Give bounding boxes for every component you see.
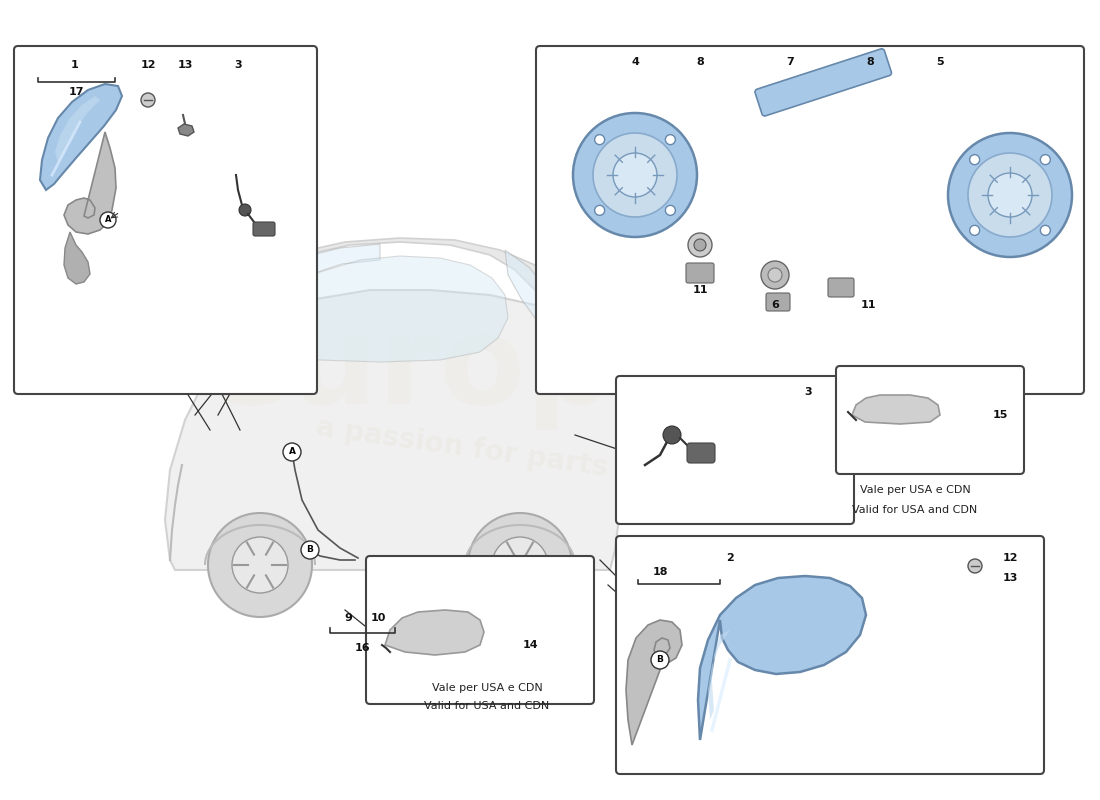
Text: 4: 4 <box>631 57 639 67</box>
Circle shape <box>283 443 301 461</box>
Text: 8: 8 <box>696 57 704 67</box>
Circle shape <box>988 173 1032 217</box>
FancyBboxPatch shape <box>828 278 854 297</box>
Polygon shape <box>385 610 484 655</box>
Circle shape <box>968 153 1052 237</box>
Text: Valid for USA and CDN: Valid for USA and CDN <box>852 505 978 515</box>
Text: A: A <box>288 447 296 457</box>
Circle shape <box>663 426 681 444</box>
Text: 7: 7 <box>786 57 794 67</box>
Polygon shape <box>55 96 100 162</box>
Circle shape <box>969 154 980 165</box>
Text: B: B <box>657 655 663 665</box>
Text: europarts: europarts <box>205 310 895 430</box>
FancyBboxPatch shape <box>755 49 891 116</box>
FancyBboxPatch shape <box>616 536 1044 774</box>
FancyBboxPatch shape <box>688 443 715 463</box>
Circle shape <box>208 513 312 617</box>
Text: 16: 16 <box>354 643 370 653</box>
Text: A: A <box>104 215 111 225</box>
Text: Valid for USA and CDN: Valid for USA and CDN <box>425 701 550 711</box>
Circle shape <box>141 93 155 107</box>
Circle shape <box>651 651 669 669</box>
Circle shape <box>1041 226 1050 235</box>
Circle shape <box>694 239 706 251</box>
Text: 15: 15 <box>992 410 1008 420</box>
Text: 6: 6 <box>771 300 779 310</box>
FancyBboxPatch shape <box>536 46 1084 394</box>
Text: 3: 3 <box>804 387 812 397</box>
Circle shape <box>100 212 116 228</box>
Text: 9: 9 <box>344 613 352 623</box>
Text: 5: 5 <box>936 57 944 67</box>
Circle shape <box>968 559 982 573</box>
Text: 17: 17 <box>68 87 84 97</box>
FancyBboxPatch shape <box>836 366 1024 474</box>
Text: 12: 12 <box>141 60 156 70</box>
Text: 11: 11 <box>692 285 707 295</box>
FancyBboxPatch shape <box>366 556 594 704</box>
Text: 18: 18 <box>652 567 668 577</box>
Polygon shape <box>505 250 560 342</box>
Circle shape <box>768 268 782 282</box>
Circle shape <box>969 226 980 235</box>
Text: 14: 14 <box>522 640 538 650</box>
Circle shape <box>468 513 572 617</box>
Polygon shape <box>852 395 940 424</box>
Text: 2: 2 <box>726 553 734 563</box>
Polygon shape <box>626 620 682 745</box>
FancyBboxPatch shape <box>616 376 854 524</box>
Polygon shape <box>64 132 116 234</box>
FancyBboxPatch shape <box>253 222 275 236</box>
Text: Vale per USA e CDN: Vale per USA e CDN <box>431 683 542 693</box>
Polygon shape <box>165 290 625 570</box>
Text: Vale per USA e CDN: Vale per USA e CDN <box>859 485 970 495</box>
Polygon shape <box>698 576 866 740</box>
Polygon shape <box>230 238 595 365</box>
Circle shape <box>1041 154 1050 165</box>
Text: a passion for parts since 1985: a passion for parts since 1985 <box>314 414 786 506</box>
Circle shape <box>595 134 605 145</box>
Circle shape <box>761 261 789 289</box>
Polygon shape <box>64 232 90 284</box>
Polygon shape <box>235 244 380 352</box>
Circle shape <box>593 133 676 217</box>
Polygon shape <box>708 630 730 720</box>
Text: 11: 11 <box>860 300 876 310</box>
Circle shape <box>573 113 697 237</box>
Text: 10: 10 <box>371 613 386 623</box>
Circle shape <box>666 134 675 145</box>
Text: 13: 13 <box>1002 573 1018 583</box>
Text: 13: 13 <box>177 60 192 70</box>
Text: 12: 12 <box>1002 553 1018 563</box>
Circle shape <box>595 206 605 215</box>
Polygon shape <box>40 84 122 190</box>
FancyBboxPatch shape <box>14 46 317 394</box>
Circle shape <box>613 153 657 197</box>
Text: 3: 3 <box>234 60 242 70</box>
Circle shape <box>239 204 251 216</box>
Polygon shape <box>178 124 194 136</box>
Circle shape <box>492 537 548 593</box>
Circle shape <box>232 537 288 593</box>
Circle shape <box>688 233 712 257</box>
Circle shape <box>666 206 675 215</box>
Text: B: B <box>307 546 314 554</box>
FancyBboxPatch shape <box>686 263 714 283</box>
Polygon shape <box>255 256 508 362</box>
Text: 8: 8 <box>866 57 873 67</box>
Text: 1: 1 <box>72 60 79 70</box>
Circle shape <box>948 133 1072 257</box>
Circle shape <box>301 541 319 559</box>
FancyBboxPatch shape <box>766 293 790 311</box>
